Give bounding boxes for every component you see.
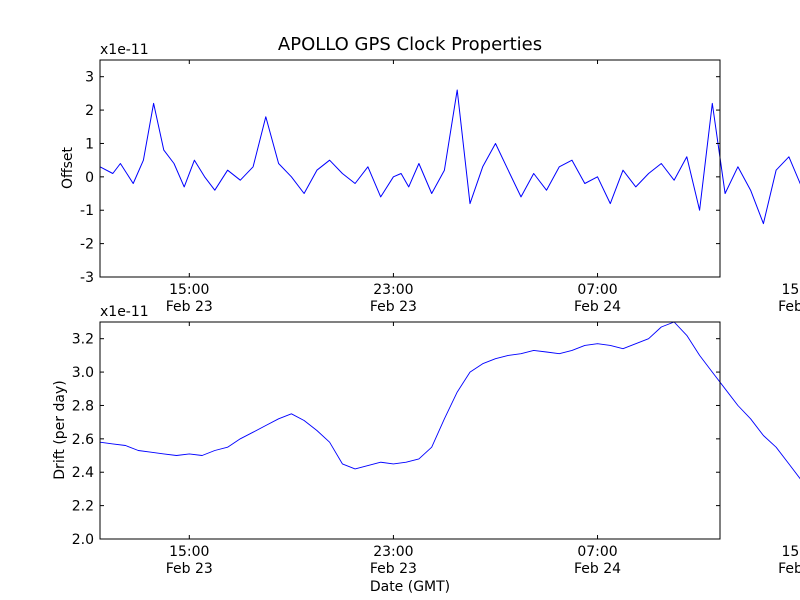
offset-y-tick-label: -2	[80, 237, 94, 253]
drift-y-tick-label: 3.0	[72, 365, 94, 381]
drift-x-tick-time-label: 23:00	[373, 544, 413, 560]
drift-y-axis-label: Drift (per day)	[52, 380, 68, 479]
offset-x-tick-time-label: 07:00	[577, 282, 617, 298]
offset-x-tick-time-label: 15:00	[781, 282, 800, 298]
offset-series-line	[99, 89, 800, 225]
drift-y-tick-label: 2.0	[72, 532, 94, 548]
figure-title: APOLLO GPS Clock Properties	[278, 34, 542, 55]
drift-multiplier-label: x1e-11	[100, 304, 149, 320]
drift-x-tick-date-label: Feb 24	[574, 561, 621, 577]
drift-y-tick-label: 2.6	[72, 432, 94, 448]
offset-y-tick-label: 2	[85, 103, 94, 119]
offset-y-tick-label: 0	[85, 170, 94, 186]
offset-x-tick-date-label: Feb 23	[166, 299, 213, 315]
drift-x-tick-date-label: Feb 23	[166, 561, 213, 577]
drift-x-tick-date-label: Feb 24	[778, 561, 800, 577]
offset-y-tick-label: 1	[85, 136, 94, 152]
x-axis-label: Date (GMT)	[370, 579, 450, 595]
offset-x-tick-date-label: Feb 23	[370, 299, 417, 315]
offset-x-tick-date-label: Feb 24	[778, 299, 800, 315]
offset-y-tick-label: -1	[80, 203, 94, 219]
offset-x-tick-date-label: Feb 24	[574, 299, 621, 315]
drift-y-tick-label: 3.2	[72, 332, 94, 348]
drift-x-tick-time-label: 15:00	[169, 544, 209, 560]
drift-plot: x1e-11 Drift (per day) Date (GMT) 2.0 2.2…	[52, 304, 800, 595]
drift-y-tick-label: 2.2	[72, 499, 94, 515]
drift-x-tick-time-label: 07:00	[577, 544, 617, 560]
drift-axes-frame	[99, 321, 721, 540]
drift-x-tick-date-label: Feb 23	[370, 561, 417, 577]
offset-x-tick-time-label: 15:00	[169, 282, 209, 298]
drift-x-tick-time-label: 15:00	[781, 544, 800, 560]
drift-y-tick-label: 2.4	[72, 465, 94, 481]
offset-x-tick-time-label: 23:00	[373, 282, 413, 298]
offset-y-tick-label: -3	[80, 270, 94, 286]
drift-series-line	[99, 321, 800, 480]
drift-y-tick-label: 2.8	[72, 398, 94, 414]
offset-y-axis-label: Offset	[60, 146, 76, 189]
offset-multiplier-label: x1e-11	[100, 42, 149, 58]
offset-y-tick-label: 3	[85, 70, 94, 86]
offset-axes-frame	[99, 59, 721, 278]
